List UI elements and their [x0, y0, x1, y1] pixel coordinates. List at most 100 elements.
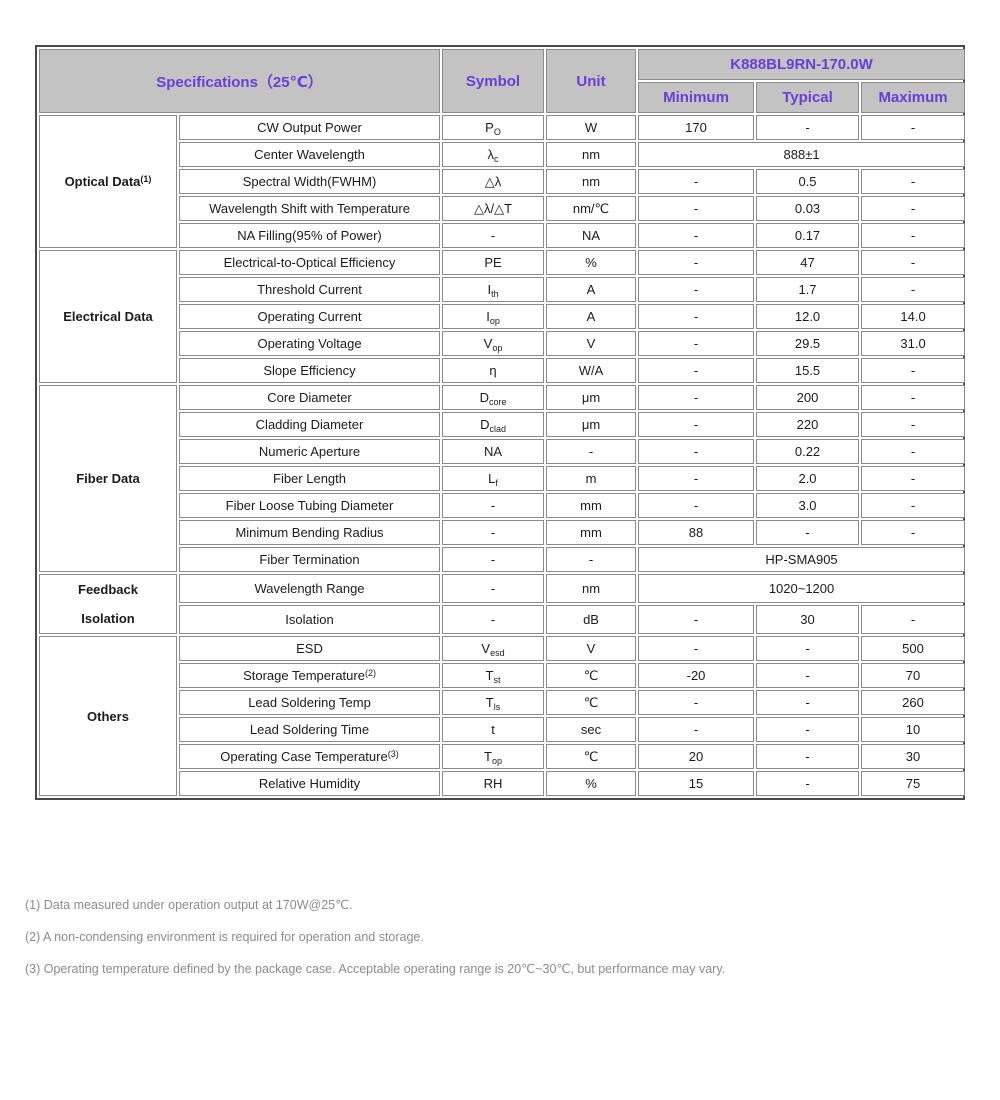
- symbol-cell: -: [442, 547, 545, 572]
- footnote-ref: (1): [140, 174, 152, 184]
- value-typ-cell: -: [756, 690, 860, 715]
- table-row: Lead Soldering Temp Tls ℃ - -260: [39, 690, 966, 715]
- category-cell: Optical Data(1): [39, 115, 177, 248]
- value-min-cell: -: [638, 412, 755, 437]
- symbol-cell: -: [442, 493, 545, 518]
- value-typ-cell: 0.17: [756, 223, 860, 248]
- symbol-subscript: c: [494, 154, 499, 164]
- value-min-cell: -: [638, 304, 755, 329]
- value-typ-cell: 15.5: [756, 358, 860, 383]
- unit-cell: ℃: [546, 690, 637, 715]
- table-row: Minimum Bending Radius - mm 88- -: [39, 520, 966, 545]
- value-min-cell: -: [638, 605, 755, 634]
- value-typ-cell: 0.5: [756, 169, 860, 194]
- value-typ-cell: -: [756, 520, 860, 545]
- symbol-cell: △λ: [442, 169, 545, 194]
- header-symbol: Symbol: [442, 49, 545, 113]
- parameter-cell: Core Diameter: [179, 385, 441, 410]
- symbol-cell: NA: [442, 439, 545, 464]
- category-label: Others: [87, 708, 129, 724]
- parameter-cell: Lead Soldering Time: [179, 717, 441, 742]
- table-row: Fiber Length Lf m -2.0-: [39, 466, 966, 491]
- category-cell: Electrical Data: [39, 250, 177, 383]
- table-row: Isolation - dB -30-: [39, 605, 966, 634]
- value-typ-cell: -: [756, 115, 860, 140]
- parameter-cell: Relative Humidity: [179, 771, 441, 796]
- unit-cell: m: [546, 466, 637, 491]
- category-label: Electrical Data: [63, 309, 153, 324]
- parameter-cell: Operating Voltage: [179, 331, 441, 356]
- value-min-cell: -: [638, 196, 755, 221]
- spec-table-body: Optical Data(1) CW Output Power PO W 170- - Ce…: [39, 115, 966, 796]
- header-row-sub: Minimum Typical Maximum: [39, 82, 966, 113]
- value-typ-cell: 29.5: [756, 331, 860, 356]
- unit-cell: -: [546, 439, 637, 464]
- parameter-cell: Isolation: [179, 605, 441, 634]
- unit-cell: nm: [546, 574, 637, 603]
- footnote-3: (3) Operating temperature defined by the…: [25, 962, 726, 976]
- value-span-cell: 1020~1200: [638, 574, 966, 603]
- parameter-cell: Operating Case Temperature(3): [179, 744, 441, 769]
- symbol-subscript: st: [493, 675, 501, 685]
- table-row: Numeric Aperture NA - -0.22-: [39, 439, 966, 464]
- unit-cell: V: [546, 331, 637, 356]
- unit-cell: nm: [546, 169, 637, 194]
- header-unit: Unit: [546, 49, 637, 113]
- category-cell: Feedback Isolation: [39, 574, 177, 634]
- table-row: Others ESD Vesd V - -500: [39, 636, 966, 796]
- value-min-cell: -20: [638, 663, 755, 688]
- symbol-subscript: clad: [489, 424, 506, 434]
- unit-cell: A: [546, 277, 637, 302]
- unit-cell: μm: [546, 385, 637, 410]
- value-max-cell: -: [861, 358, 966, 383]
- symbol-subscript: esd: [490, 648, 505, 658]
- value-max-cell: 500: [861, 636, 966, 661]
- symbol-subscript: th: [491, 289, 499, 299]
- table-row: Slope Efficiency η W/A -15.5-: [39, 358, 966, 383]
- symbol-cell: Tls: [442, 690, 545, 715]
- table-row: Fiber Data Core Diameter Dcore μm -200-: [39, 385, 966, 572]
- table-row: Spectral Width(FWHM) △λ nm -0.5-: [39, 169, 966, 194]
- value-max-cell: 260: [861, 690, 966, 715]
- symbol-cell: Lf: [442, 466, 545, 491]
- value-typ-cell: 200: [756, 385, 860, 410]
- parameter-cell: NA Filling(95% of Power): [179, 223, 441, 248]
- value-max-cell: -: [861, 466, 966, 491]
- unit-cell: W: [546, 115, 637, 140]
- footnotes: (1) Data measured under operation output…: [25, 898, 975, 994]
- symbol-cell: Vesd: [442, 636, 545, 661]
- table-row: Center Wavelength λc nm 888±1: [39, 142, 966, 167]
- value-max-cell: -: [861, 169, 966, 194]
- value-min-cell: -: [638, 385, 755, 410]
- value-max-cell: -: [861, 223, 966, 248]
- unit-cell: dB: [546, 605, 637, 634]
- value-typ-cell: -: [756, 744, 860, 769]
- symbol-cell: t: [442, 717, 545, 742]
- value-min-cell: 15: [638, 771, 755, 796]
- unit-cell: nm/℃: [546, 196, 637, 221]
- value-span-cell: 888±1: [638, 142, 966, 167]
- header-specifications: Specifications（25℃）: [39, 49, 441, 113]
- symbol-subscript: op: [492, 343, 503, 353]
- value-span-cell: HP-SMA905: [638, 547, 966, 572]
- value-min-cell: 170: [638, 115, 755, 140]
- value-typ-cell: 220: [756, 412, 860, 437]
- table-row: Wavelength Shift with Temperature △λ/△T nm…: [39, 196, 966, 221]
- unit-cell: mm: [546, 493, 637, 518]
- parameter-cell: Lead Soldering Temp: [179, 690, 441, 715]
- symbol-cell: Dcore: [442, 385, 545, 410]
- value-typ-cell: 1.7: [756, 277, 860, 302]
- table-row: Operating Voltage Vop V -29.5 31.0: [39, 331, 966, 356]
- value-typ-cell: 3.0: [756, 493, 860, 518]
- category-cell: Others: [39, 636, 177, 796]
- value-typ-cell: 0.22: [756, 439, 860, 464]
- unit-cell: V: [546, 636, 637, 661]
- unit-cell: W/A: [546, 358, 637, 383]
- value-min-cell: -: [638, 223, 755, 248]
- value-min-cell: 88: [638, 520, 755, 545]
- header-typical: Typical: [756, 82, 860, 113]
- spec-table-wrapper: Specifications（25℃） Symbol Unit K888BL9R…: [35, 45, 966, 800]
- footnote-ref: (3): [387, 749, 399, 759]
- symbol-cell: PO: [442, 115, 545, 140]
- symbol-subscript: op: [491, 756, 502, 766]
